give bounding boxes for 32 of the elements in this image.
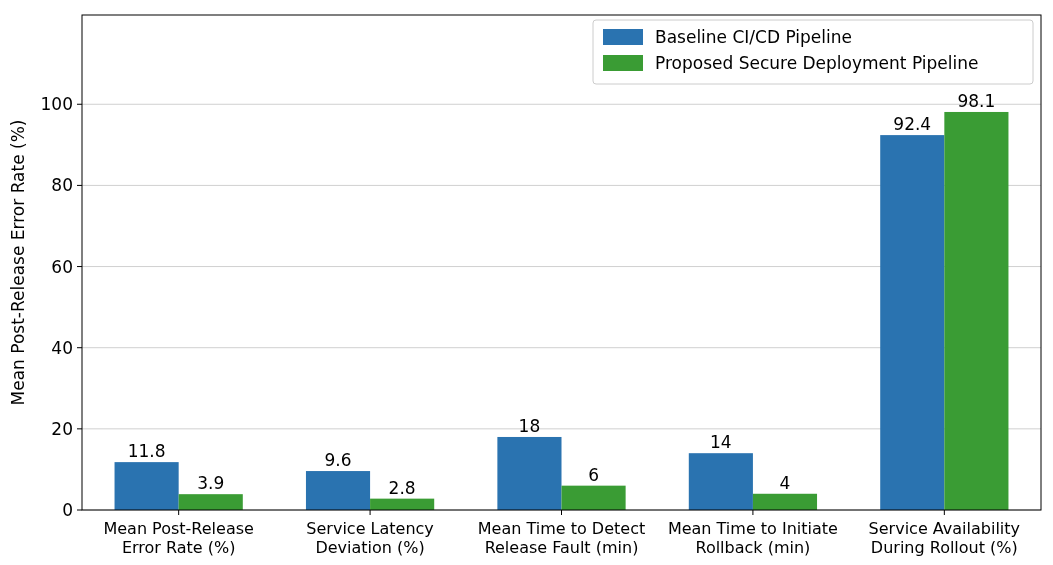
legend-label: Baseline CI/CD Pipeline (655, 26, 852, 47)
y-tick-label: 80 (51, 175, 73, 196)
data-label: 98.1 (957, 90, 996, 111)
bar (497, 436, 562, 510)
x-tick-label: Mean Time to Initiate Rollback (min) (667, 519, 838, 557)
x-tick-label: Service Availability During Rollout (%) (868, 519, 1021, 557)
bar (178, 494, 243, 510)
x-tick-label: Mean Time to Detect Release Fault (min) (477, 519, 646, 557)
data-label: 2.8 (388, 477, 416, 498)
data-label: 92.4 (893, 114, 932, 135)
data-label: 11.8 (127, 441, 166, 462)
bar (688, 453, 753, 510)
x-tick-label: Service Latency Deviation (%) (306, 519, 434, 557)
legend-label: Proposed Secure Deployment Pipeline (655, 52, 979, 73)
y-tick-label: 0 (62, 499, 73, 520)
data-label: 4 (779, 472, 791, 493)
bar (305, 471, 371, 510)
data-label: 9.6 (324, 450, 352, 471)
data-label: 14 (710, 432, 732, 453)
bar (880, 135, 945, 510)
data-label: 3.9 (197, 473, 225, 494)
data-label: 6 (588, 464, 599, 485)
y-tick-label: 40 (51, 337, 73, 358)
y-tick-label: 60 (51, 256, 73, 277)
bar (944, 111, 1009, 510)
y-tick-label: 100 (40, 94, 73, 115)
bar (561, 485, 626, 510)
data-label: 18 (518, 415, 541, 436)
x-tick-label: Mean Post-Release Error Rate (%) (103, 519, 254, 557)
y-tick-label: 20 (51, 418, 73, 439)
bar (114, 462, 179, 510)
bar (752, 493, 818, 510)
